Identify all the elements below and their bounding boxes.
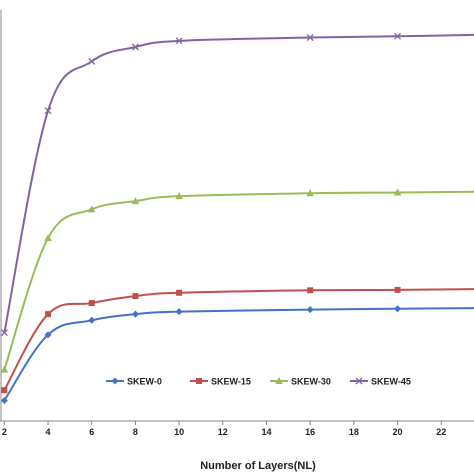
x-tick-label: 12 <box>218 427 228 437</box>
data-point-skew-15 <box>1 387 8 394</box>
series-line-skew-45 <box>3 33 474 333</box>
data-point-skew-0 <box>175 308 183 316</box>
data-point-skew-45 <box>306 34 314 41</box>
x-tick-label: 6 <box>89 427 94 437</box>
series-layer <box>0 32 474 404</box>
data-point-skew-30 <box>393 188 402 196</box>
data-point-skew-30 <box>175 192 183 200</box>
data-point-skew-45 <box>394 32 402 40</box>
data-point-skew-45 <box>88 57 96 65</box>
data-point-skew-15 <box>176 289 183 296</box>
data-point-skew-0 <box>306 306 314 314</box>
legend-item-skew-0: SKEW-0 <box>106 377 162 387</box>
x-axis-title: Number of Layers(NL) <box>200 460 316 472</box>
x-tick-label: 2 <box>2 427 7 437</box>
legend-marker-skew-0 <box>111 377 119 385</box>
series-skew-45 <box>0 32 474 337</box>
legend-marker-skew-45 <box>355 377 363 385</box>
x-tick-label: 4 <box>46 427 51 437</box>
data-point-skew-30 <box>87 205 96 213</box>
data-point-skew-30 <box>44 234 52 242</box>
data-point-skew-45 <box>44 107 52 115</box>
data-point-skew-0 <box>44 331 52 339</box>
data-point-skew-30 <box>0 365 9 373</box>
data-point-skew-15 <box>45 311 52 318</box>
legend-label-skew-30: SKEW-30 <box>291 377 331 387</box>
legend-label-skew-0: SKEW-0 <box>127 377 162 387</box>
data-point-skew-15 <box>394 286 401 293</box>
data-point-skew-15 <box>307 287 314 294</box>
series-skew-15 <box>1 286 474 394</box>
legend-label-skew-45: SKEW-45 <box>371 377 411 387</box>
legend-item-skew-45: SKEW-45 <box>350 377 411 387</box>
data-point-skew-0 <box>394 305 402 313</box>
x-tick-label: 14 <box>261 427 271 437</box>
legend-marker-skew-30 <box>275 377 283 384</box>
legend-item-skew-30: SKEW-30 <box>270 377 331 387</box>
legend-marker-skew-15 <box>196 378 202 384</box>
x-axis: 2 4 6 8 10 12 14 16 18 20 22 <box>0 10 474 437</box>
data-point-skew-15 <box>132 293 139 300</box>
data-point-skew-0 <box>0 396 8 404</box>
data-point-skew-45 <box>175 37 183 45</box>
series-skew-30 <box>0 188 474 373</box>
x-tick-label: 20 <box>393 427 403 437</box>
data-point-skew-0 <box>88 316 96 324</box>
series-skew-0 <box>0 305 474 404</box>
legend: SKEW-0 SKEW-15 SKEW-30 SKEW-45 <box>106 377 411 387</box>
x-tick-label: 8 <box>133 427 138 437</box>
x-tick-label: 10 <box>174 427 184 437</box>
legend-item-skew-15: SKEW-15 <box>190 377 251 387</box>
x-tick-label: 22 <box>436 427 446 437</box>
data-point-skew-30 <box>306 189 314 197</box>
x-tick-label: 16 <box>305 427 315 437</box>
x-tick-label: 18 <box>349 427 359 437</box>
data-point-skew-45 <box>0 329 8 337</box>
legend-label-skew-15: SKEW-15 <box>211 377 251 387</box>
data-point-skew-0 <box>131 310 139 318</box>
data-point-skew-15 <box>88 300 95 307</box>
data-point-skew-45 <box>131 43 139 51</box>
data-point-skew-30 <box>131 197 140 205</box>
